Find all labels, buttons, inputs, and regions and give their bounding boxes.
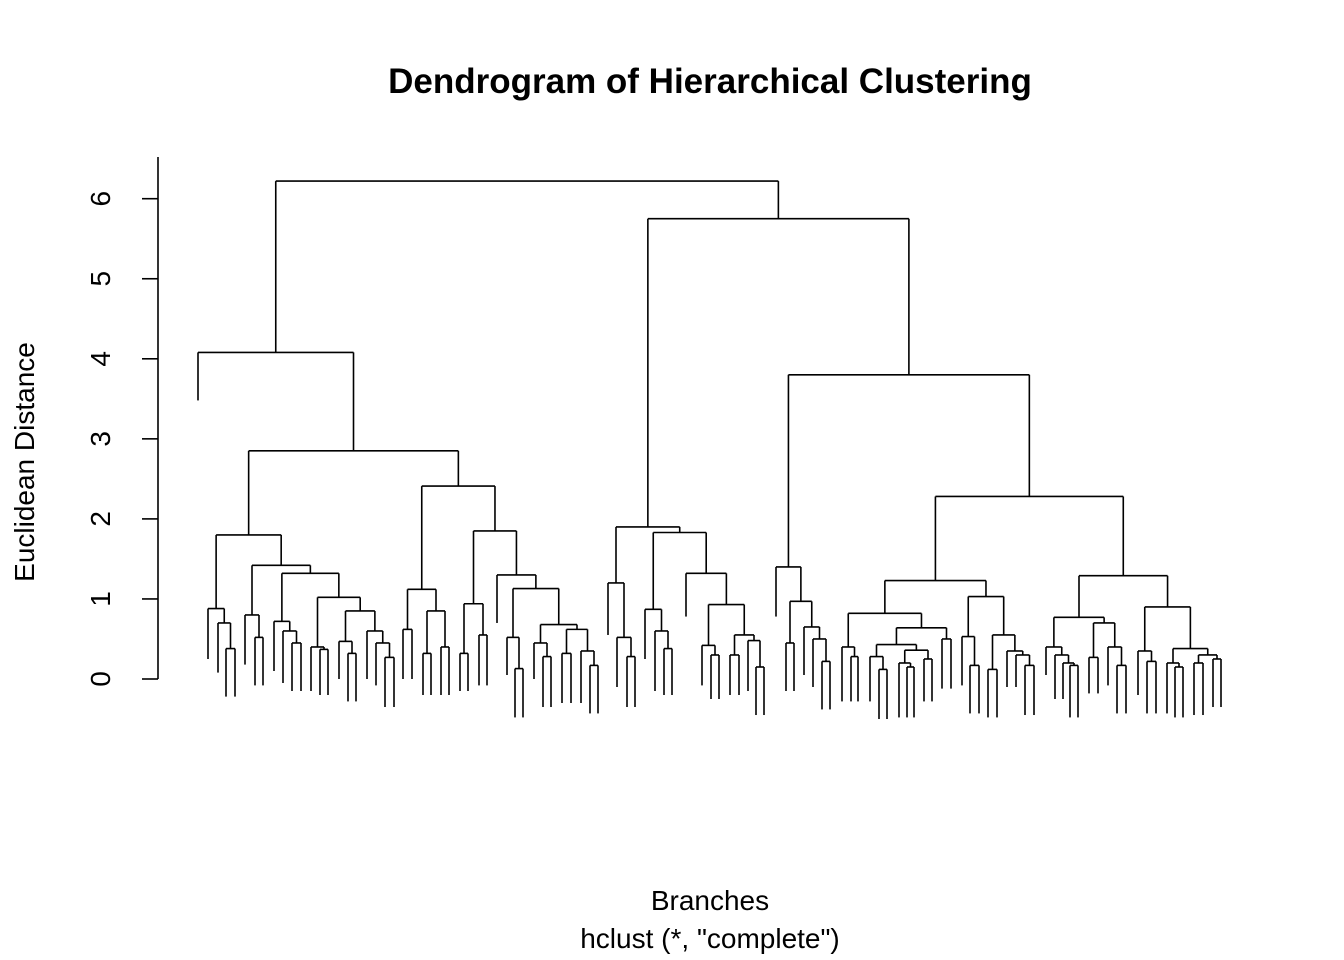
y-tick-label-4: 4	[85, 351, 116, 367]
chart-title: Dendrogram of Hierarchical Clustering	[388, 62, 1032, 101]
y-tick-label-6: 6	[85, 191, 116, 207]
y-tick-label-3: 3	[85, 431, 116, 447]
y-tick-label-1: 1	[85, 591, 116, 607]
y-axis-label: Euclidean Distance	[9, 342, 40, 582]
chart-subtitle: hclust (*, "complete")	[580, 923, 840, 954]
dendrogram-branches	[197, 180, 1222, 720]
y-axis: 0 1 2 3 4 5 6	[85, 157, 159, 687]
y-tick-label-0: 0	[85, 671, 116, 687]
y-tick-label-5: 5	[85, 271, 116, 287]
y-tick-label-2: 2	[85, 511, 116, 527]
x-axis-label: Branches	[651, 885, 769, 916]
